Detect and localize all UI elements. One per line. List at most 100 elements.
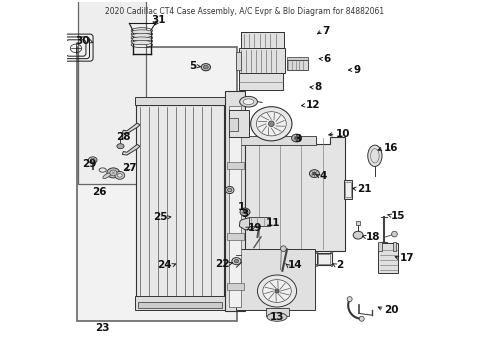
Text: 23: 23 bbox=[96, 323, 110, 333]
Bar bbox=[345, 182, 351, 197]
Bar bbox=[225, 91, 245, 311]
Ellipse shape bbox=[132, 37, 152, 41]
Circle shape bbox=[316, 264, 318, 266]
Text: 31: 31 bbox=[151, 15, 166, 25]
Bar bbox=[77, 46, 237, 320]
Circle shape bbox=[269, 121, 274, 127]
Bar bbox=[318, 254, 330, 264]
Ellipse shape bbox=[257, 275, 296, 307]
Ellipse shape bbox=[267, 313, 287, 321]
Text: 7: 7 bbox=[322, 26, 330, 36]
Ellipse shape bbox=[368, 145, 382, 166]
Bar bbox=[135, 98, 225, 105]
Circle shape bbox=[316, 252, 318, 254]
Ellipse shape bbox=[243, 211, 247, 213]
Text: 3: 3 bbox=[294, 134, 302, 144]
Ellipse shape bbox=[234, 259, 239, 263]
Ellipse shape bbox=[256, 112, 286, 136]
Ellipse shape bbox=[240, 208, 250, 216]
Text: 22: 22 bbox=[215, 258, 229, 269]
Polygon shape bbox=[122, 144, 140, 155]
Ellipse shape bbox=[117, 144, 124, 149]
Circle shape bbox=[392, 231, 397, 237]
Text: 11: 11 bbox=[266, 218, 280, 228]
Ellipse shape bbox=[203, 66, 208, 69]
Bar bbox=[229, 110, 249, 136]
Bar bbox=[267, 308, 290, 316]
Text: 6: 6 bbox=[323, 54, 331, 64]
Text: 21: 21 bbox=[357, 184, 371, 194]
Ellipse shape bbox=[240, 96, 257, 107]
Text: 18: 18 bbox=[366, 232, 380, 242]
Bar bbox=[317, 253, 332, 265]
Bar bbox=[227, 162, 244, 168]
Circle shape bbox=[275, 289, 279, 293]
Polygon shape bbox=[237, 137, 344, 251]
Text: 15: 15 bbox=[391, 211, 405, 221]
Ellipse shape bbox=[313, 172, 316, 175]
Ellipse shape bbox=[227, 188, 232, 192]
Bar bbox=[378, 242, 382, 251]
Ellipse shape bbox=[132, 33, 152, 38]
Bar bbox=[287, 60, 308, 71]
Ellipse shape bbox=[107, 168, 120, 178]
Text: 2020 Cadillac CT4 Case Assembly, A/C Evpr & Blo Diagram for 84882061: 2020 Cadillac CT4 Case Assembly, A/C Evp… bbox=[105, 8, 385, 17]
Text: 29: 29 bbox=[82, 159, 97, 169]
Ellipse shape bbox=[353, 231, 363, 239]
Text: 14: 14 bbox=[288, 260, 302, 270]
Text: 27: 27 bbox=[122, 163, 137, 172]
Bar bbox=[227, 283, 244, 289]
Bar bbox=[229, 118, 238, 131]
Circle shape bbox=[331, 252, 333, 254]
Bar bbox=[356, 221, 360, 225]
Polygon shape bbox=[239, 217, 257, 230]
Ellipse shape bbox=[103, 173, 111, 179]
Bar bbox=[239, 73, 283, 90]
Ellipse shape bbox=[117, 174, 122, 177]
Ellipse shape bbox=[251, 107, 292, 141]
Ellipse shape bbox=[115, 171, 125, 179]
Text: 24: 24 bbox=[157, 260, 172, 270]
Bar bbox=[237, 136, 316, 145]
Text: 20: 20 bbox=[384, 305, 398, 315]
Text: 5: 5 bbox=[189, 61, 196, 71]
Bar bbox=[378, 243, 398, 273]
Bar bbox=[237, 52, 241, 71]
Text: 19: 19 bbox=[248, 223, 262, 233]
Bar bbox=[239, 48, 285, 73]
Text: 1: 1 bbox=[238, 202, 245, 212]
Circle shape bbox=[281, 246, 286, 252]
Bar bbox=[241, 32, 284, 48]
Text: 10: 10 bbox=[336, 129, 350, 139]
Bar bbox=[392, 242, 396, 251]
Text: 8: 8 bbox=[315, 82, 321, 93]
Text: 16: 16 bbox=[384, 143, 398, 153]
Bar bbox=[78, 0, 147, 184]
Circle shape bbox=[331, 264, 333, 266]
Polygon shape bbox=[122, 123, 140, 134]
Ellipse shape bbox=[201, 64, 211, 71]
Text: 17: 17 bbox=[400, 253, 415, 263]
Text: 4: 4 bbox=[319, 171, 327, 181]
Ellipse shape bbox=[132, 41, 152, 45]
Ellipse shape bbox=[295, 136, 298, 139]
Text: 13: 13 bbox=[270, 312, 284, 322]
Bar bbox=[287, 57, 308, 60]
Ellipse shape bbox=[225, 186, 234, 194]
Bar bbox=[137, 105, 223, 297]
Bar bbox=[138, 302, 222, 308]
Ellipse shape bbox=[292, 134, 301, 142]
Text: 25: 25 bbox=[153, 212, 168, 222]
Text: 2: 2 bbox=[336, 260, 343, 270]
Ellipse shape bbox=[243, 99, 254, 104]
Text: 3: 3 bbox=[241, 209, 248, 219]
Ellipse shape bbox=[309, 170, 319, 177]
Text: 9: 9 bbox=[353, 65, 361, 75]
Ellipse shape bbox=[110, 170, 117, 176]
Text: 26: 26 bbox=[93, 188, 107, 197]
Bar bbox=[229, 106, 242, 307]
Bar bbox=[135, 296, 225, 310]
Ellipse shape bbox=[232, 257, 241, 265]
Bar bbox=[248, 217, 270, 226]
Bar bbox=[227, 233, 244, 240]
